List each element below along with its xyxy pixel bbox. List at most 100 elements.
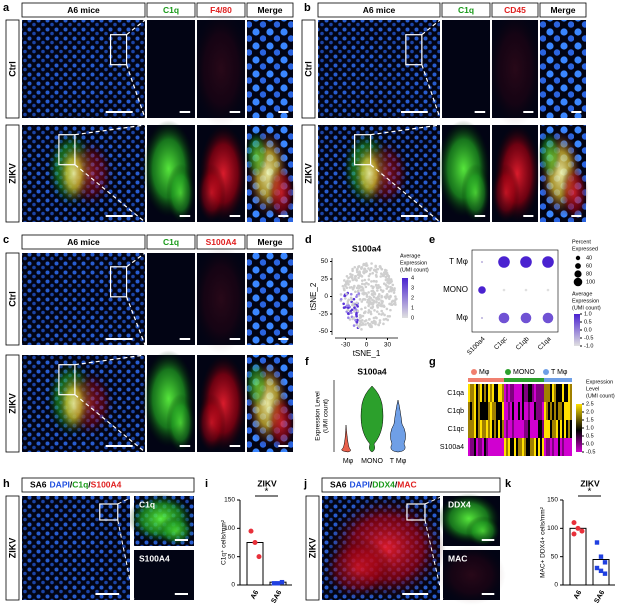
cell-point [377,284,380,287]
heat-cell [568,384,570,402]
heat-cell [484,420,486,438]
point [279,579,285,585]
nuclei [247,253,293,345]
heat-cell [490,420,492,438]
stain [560,163,589,222]
cell-point [359,289,363,292]
heat-cell [470,402,472,420]
micrograph [247,20,293,118]
row-label: S100a4 [440,444,464,451]
box [441,2,491,18]
y-axis-label: C1q⁺ cells/mm² [221,519,228,565]
cell-point [341,284,345,288]
cell-point [358,324,361,328]
micrograph [22,496,130,600]
cell-point [393,288,396,292]
cell-point [349,272,352,276]
heat-cell [534,402,536,420]
heat-cell [502,420,504,438]
violin [360,385,384,453]
zoom-box [99,503,119,521]
nuclei [318,20,440,118]
heat-cell [506,438,508,456]
column-header: Merge [257,5,282,15]
cell-point [367,298,371,301]
cell-point [352,324,356,327]
cell-point [394,297,398,301]
heat-cell [500,438,502,456]
stain [197,393,226,452]
micrograph [142,120,196,222]
stain [354,144,384,203]
row-label: ZIKV [303,163,313,184]
heat-cell [492,402,494,420]
heat-cell [526,438,528,456]
legend-tick: 2 [411,295,414,301]
heat-cell [550,384,552,402]
cell-point [349,292,353,296]
heat-cell [472,438,474,456]
legend-tick: 1 [411,305,414,311]
color-bar [574,314,580,346]
box [321,477,501,493]
heat-cell [532,420,534,438]
heat-cell [522,438,524,456]
heat-cell [528,384,530,402]
cell-point [353,306,356,309]
point [252,540,258,545]
cell-point [356,267,359,271]
row-label: C1qc [448,426,465,433]
stain [267,163,296,222]
cell-point [391,283,395,287]
heat-cell [498,384,500,402]
cell-point [342,302,345,306]
x-axis-label: tSNE_1 [353,349,381,358]
nuclei [22,496,130,600]
panel-label: a [3,2,10,14]
heat-cell [484,384,486,402]
heat-cell [570,384,572,402]
cell-point [376,289,379,292]
stain [267,393,296,452]
y-tick-label: 0 [554,582,558,589]
header-part: DDX4 [372,480,395,490]
plot-frame [471,249,559,333]
panel-label: b [304,2,311,14]
cell-point [345,286,349,290]
image-bg [134,550,194,600]
cell-point [377,323,381,327]
heat-cell [532,402,534,420]
cell-point [351,269,354,273]
point [602,560,608,565]
x-tick-label: MONO [361,458,383,465]
cell-point [360,307,363,311]
dot [520,312,532,324]
cell-point [357,265,361,268]
cell-point [354,275,358,278]
cell-point [382,304,386,307]
heat-cell [488,420,490,438]
micrograph [437,120,490,222]
cell-point [351,302,355,305]
point [575,525,581,531]
heat-cell [486,438,488,456]
zoom-box [405,34,423,66]
cell-point [354,278,358,281]
legend-tick: 2.5 [586,401,594,407]
point [598,568,604,574]
cell-point [353,265,357,269]
group-bar [544,378,572,382]
annotation: * [588,487,592,498]
legend-tick: 1.5 [586,417,594,423]
heat-cell [546,420,548,438]
cell-point [367,274,371,278]
heat-cell [544,420,546,438]
column-header: A6 mice [67,5,100,15]
heat-cell [478,402,480,420]
cell-point [389,281,392,284]
nuclei [22,20,145,118]
cell-point [368,317,371,321]
stain [192,10,250,128]
heat-cell [478,438,480,456]
cell-point [345,292,348,296]
